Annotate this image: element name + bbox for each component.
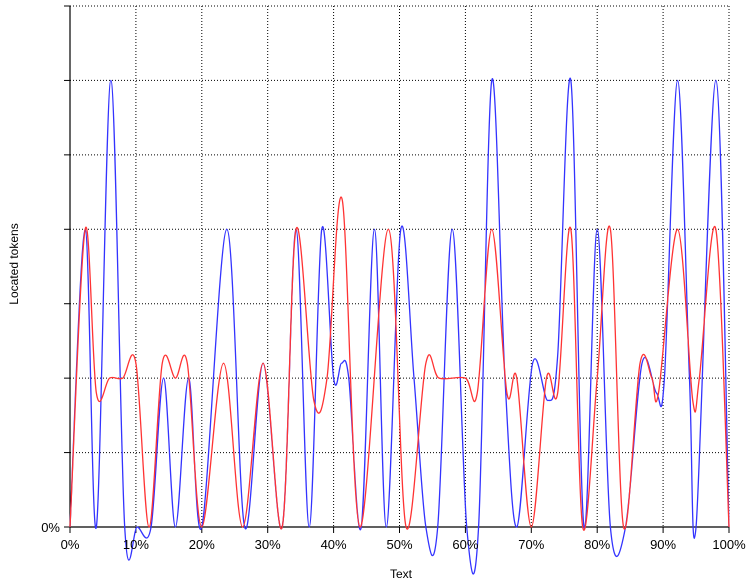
x-axis-title: Text [390,567,413,581]
y-tick-label: 0% [41,520,60,535]
x-tick-label: 40% [321,537,347,552]
series-layer [69,77,730,575]
x-tick-label: 50% [386,537,412,552]
x-tick-label: 10% [123,537,149,552]
x-tick-label: 100% [712,537,746,552]
x-tick-label: 20% [189,537,215,552]
axes [64,5,730,533]
y-axis-title: Located tokens [7,223,21,304]
x-tick-label: 80% [584,537,610,552]
tick-labels: 0% 10% 20% 30% 40% 50% 60% 70% 80% 90% 100% 0% [41,520,746,552]
x-tick-label: 0% [61,537,80,552]
x-tick-label: 70% [518,537,544,552]
x-tick-label: 90% [650,537,676,552]
x-tick-label: 30% [255,537,281,552]
series-line-1 [69,77,730,575]
x-tick-label: 60% [452,537,478,552]
series-line-2 [69,196,730,531]
